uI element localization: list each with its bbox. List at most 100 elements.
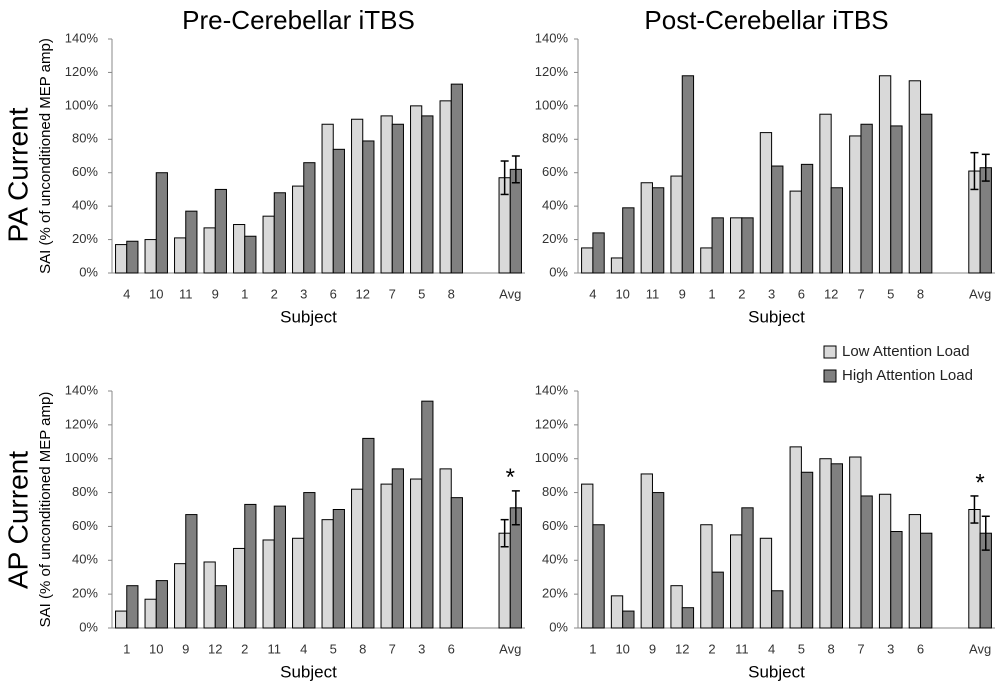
x-tick-label: 5 [887, 286, 894, 301]
x-tick-label: 3 [418, 641, 425, 656]
bar [439, 468, 452, 629]
bar [292, 537, 305, 629]
x-tick-label: 9 [182, 641, 189, 656]
bar [321, 123, 334, 274]
y-tick-label: 40% [542, 198, 568, 213]
bar [730, 534, 743, 629]
bar [391, 123, 404, 274]
x-tick-label: Avg [499, 641, 521, 656]
bar [273, 505, 286, 629]
y-tick-label: 140% [535, 30, 569, 45]
y-tick-label: 140% [65, 30, 99, 45]
bar [203, 561, 216, 629]
y-tick-label: 140% [535, 382, 569, 397]
y-tick-label: 40% [72, 198, 98, 213]
y-axis-label: SAI (% of unconditioned MEP amp) [37, 38, 54, 274]
bar [410, 105, 423, 274]
bar [332, 509, 345, 629]
legend-swatch [823, 345, 837, 359]
bar [362, 140, 375, 274]
bar [273, 192, 286, 274]
x-tick-label: 9 [649, 641, 656, 656]
bar [771, 590, 784, 629]
x-tick-label: 7 [389, 641, 396, 656]
bar [214, 585, 227, 629]
x-tick-label: 6 [798, 286, 805, 301]
x-tick-label: 2 [271, 286, 278, 301]
y-tick-label: 0% [549, 264, 568, 279]
y-tick-label: 60% [72, 518, 98, 533]
bar [244, 503, 257, 629]
x-tick-label: 12 [824, 286, 838, 301]
bar [759, 537, 773, 629]
y-tick-label: 120% [535, 416, 569, 431]
bar [622, 207, 635, 274]
bar [244, 235, 257, 274]
bar [391, 468, 404, 629]
bar [622, 610, 635, 629]
bar [303, 162, 316, 274]
bar [155, 172, 168, 274]
bar [126, 585, 139, 629]
y-tick-label: 120% [535, 64, 569, 79]
bar [439, 100, 452, 274]
x-tick-label: 8 [917, 286, 924, 301]
bar [670, 175, 683, 274]
bar [410, 478, 423, 629]
bar [581, 483, 594, 629]
bar [233, 224, 246, 274]
bar [979, 167, 992, 274]
bar [126, 240, 139, 274]
y-tick-label: 40% [72, 552, 98, 567]
legend-swatch [823, 369, 837, 383]
legend-label: Low Attention Load [842, 343, 970, 360]
bar [421, 115, 434, 274]
bar [878, 493, 892, 629]
x-tick-label: 7 [389, 286, 396, 301]
bar [878, 75, 892, 274]
bar [421, 400, 434, 629]
x-tick-label: 2 [241, 641, 248, 656]
bar [800, 163, 814, 274]
bar [321, 519, 334, 629]
bar [351, 488, 364, 629]
x-tick-label: 10 [149, 286, 163, 301]
bar [610, 257, 624, 274]
y-tick-label: 80% [72, 131, 98, 146]
row-label: AP Current [2, 451, 33, 589]
x-tick-label: 11 [268, 641, 282, 656]
x-tick-label: 4 [123, 286, 130, 301]
annotation: * [506, 464, 515, 491]
bar [292, 185, 305, 274]
x-tick-label: 8 [828, 641, 835, 656]
y-tick-label: 0% [549, 619, 568, 634]
x-tick-label: Avg [969, 286, 991, 301]
x-tick-label: 5 [330, 641, 337, 656]
y-tick-label: 20% [72, 231, 98, 246]
bar [890, 531, 903, 629]
x-tick-label: 1 [708, 286, 715, 301]
bar [144, 598, 157, 629]
x-tick-label: 12 [675, 641, 689, 656]
y-axis-label: SAI (% of unconditioned MEP amp) [37, 392, 54, 628]
x-tick-label: 8 [359, 641, 366, 656]
bar [789, 190, 802, 274]
row-label: PA Current [2, 107, 33, 242]
x-tick-label: 10 [149, 641, 163, 656]
y-tick-label: 100% [535, 450, 569, 465]
bar [860, 123, 873, 274]
x-tick-label: 6 [448, 641, 455, 656]
x-tick-label: 6 [330, 286, 337, 301]
y-tick-label: 0% [79, 619, 98, 634]
y-tick-label: 120% [65, 64, 99, 79]
bar [592, 524, 605, 629]
x-tick-label: 1 [241, 286, 248, 301]
bar [509, 168, 522, 274]
x-axis-label: Subject [280, 662, 337, 681]
bar [450, 83, 463, 274]
bar [651, 187, 665, 274]
bar [185, 514, 198, 629]
x-tick-label: 5 [798, 641, 805, 656]
y-tick-label: 20% [542, 231, 568, 246]
